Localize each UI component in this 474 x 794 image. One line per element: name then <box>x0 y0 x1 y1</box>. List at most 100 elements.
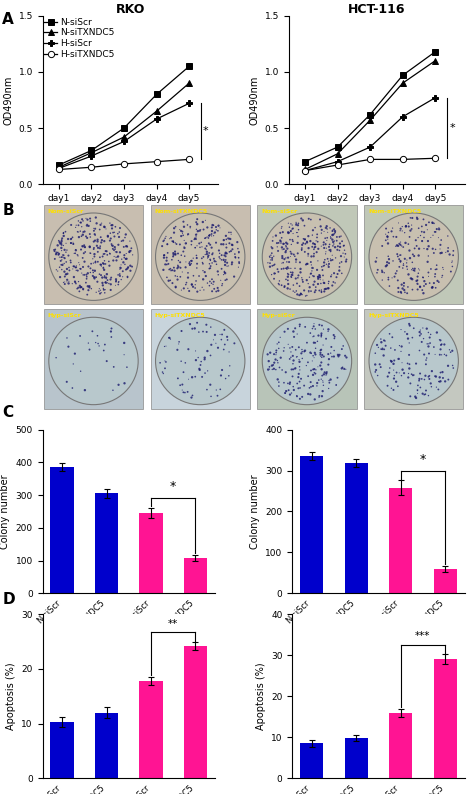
Point <box>403 287 411 299</box>
Point <box>199 256 206 269</box>
Point <box>204 251 212 264</box>
Point <box>418 225 426 238</box>
Point <box>91 250 98 263</box>
Point <box>170 226 178 239</box>
Point <box>418 220 426 233</box>
Point <box>444 360 452 372</box>
Point <box>64 233 72 245</box>
Point <box>96 268 103 280</box>
Point <box>207 321 215 333</box>
Point <box>403 263 411 276</box>
Point <box>83 272 91 285</box>
Point <box>290 354 297 367</box>
Point <box>197 355 205 368</box>
Point <box>81 241 89 253</box>
Point <box>327 244 334 256</box>
Point <box>316 284 323 297</box>
Point <box>91 228 99 241</box>
Point <box>388 272 396 284</box>
Point <box>379 343 387 356</box>
Point <box>382 222 390 235</box>
Point <box>342 255 350 268</box>
Point <box>433 381 440 394</box>
Point <box>129 249 137 261</box>
Point <box>166 263 174 276</box>
Point <box>91 256 99 269</box>
Point <box>115 230 123 243</box>
Point <box>329 240 337 252</box>
Point <box>285 256 293 268</box>
Point <box>265 360 273 373</box>
Point <box>299 214 307 226</box>
Point <box>184 229 191 241</box>
Point <box>94 256 101 268</box>
Point <box>397 236 404 249</box>
Point <box>412 391 420 404</box>
Point <box>188 238 195 251</box>
Point <box>394 282 402 295</box>
Point <box>415 242 423 255</box>
N-siTXNDC5 <box>400 79 406 88</box>
Point <box>193 285 201 298</box>
Point <box>291 250 299 263</box>
Point <box>180 215 187 228</box>
Point <box>415 249 422 262</box>
Point <box>109 226 117 239</box>
Point <box>287 262 295 275</box>
Point <box>200 273 207 286</box>
Point <box>204 364 211 377</box>
Point <box>124 271 131 283</box>
Point <box>160 249 168 261</box>
Point <box>312 342 319 355</box>
Point <box>90 235 98 248</box>
Point <box>319 339 327 352</box>
Point <box>273 241 281 253</box>
Point <box>296 360 303 373</box>
Y-axis label: Apoptosis (%): Apoptosis (%) <box>6 662 16 730</box>
Point <box>109 240 117 252</box>
Point <box>378 240 386 252</box>
Point <box>184 218 191 231</box>
Point <box>438 269 446 282</box>
Point <box>228 258 236 271</box>
Point <box>340 239 348 252</box>
Point <box>403 260 410 273</box>
Point <box>342 363 350 376</box>
Point <box>202 244 210 256</box>
Bar <box>434 659 456 778</box>
Point <box>298 243 306 256</box>
Point <box>432 225 439 238</box>
Point <box>444 229 452 242</box>
Point <box>100 283 108 296</box>
Point <box>73 264 80 276</box>
Point <box>318 390 326 403</box>
Point <box>431 370 439 383</box>
Point <box>99 276 106 289</box>
Point <box>329 224 337 237</box>
Point <box>300 237 307 249</box>
Point <box>158 240 166 252</box>
Point <box>320 241 328 254</box>
Point <box>280 237 288 250</box>
Point <box>270 362 278 375</box>
N-siScr <box>367 110 373 119</box>
Bar <box>300 457 323 593</box>
Point <box>95 285 103 298</box>
Point <box>82 268 90 281</box>
Point <box>372 347 379 360</box>
Point <box>102 245 109 257</box>
Point <box>288 271 295 283</box>
Point <box>286 341 294 354</box>
Point <box>302 290 310 303</box>
Point <box>436 243 444 256</box>
Point <box>399 220 406 233</box>
Point <box>278 256 286 269</box>
Point <box>98 236 105 249</box>
Ellipse shape <box>262 318 352 405</box>
Point <box>409 248 417 260</box>
Point <box>201 351 209 364</box>
Point <box>212 337 219 349</box>
Text: Nom-siTXNDC5: Nom-siTXNDC5 <box>368 209 421 214</box>
Point <box>219 277 226 290</box>
Point <box>298 244 305 256</box>
